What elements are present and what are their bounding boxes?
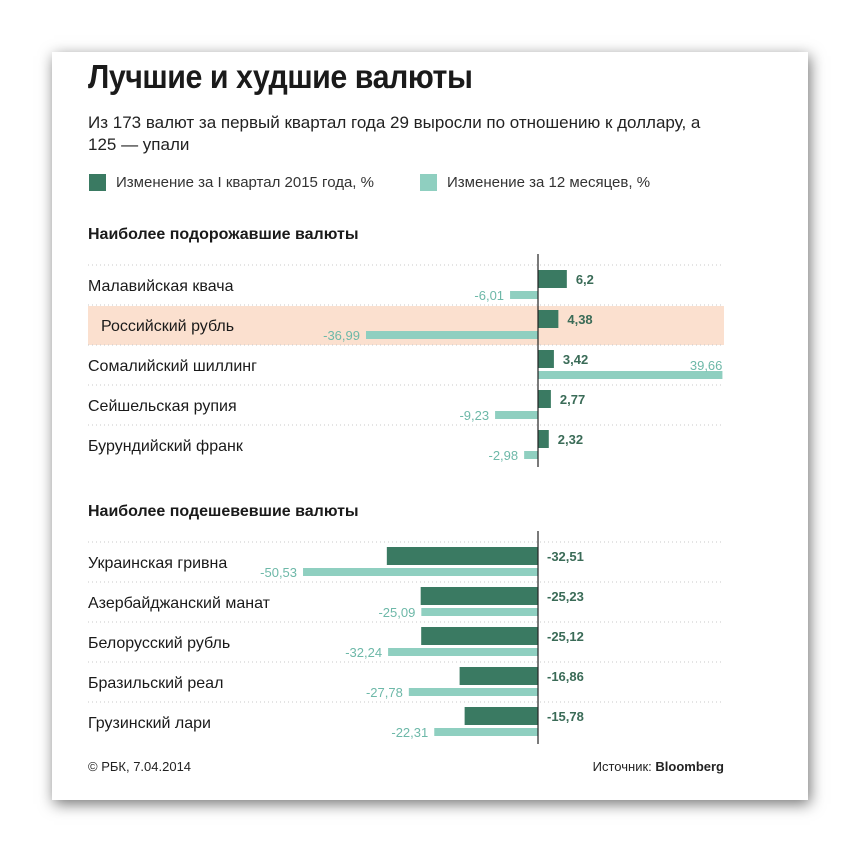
value-label-12m: -2,98 xyxy=(489,448,519,463)
copyright-note: © РБК, 7.04.2014 xyxy=(88,759,192,774)
value-label-12m: -6,01 xyxy=(474,288,504,303)
bar-q1 xyxy=(386,547,538,565)
value-label-12m: -9,23 xyxy=(459,408,489,423)
currency-label: Грузинский лари xyxy=(88,715,211,732)
bar-12m xyxy=(538,371,723,379)
legend-swatch-q1 xyxy=(89,173,106,191)
value-label-12m: -22,31 xyxy=(391,725,428,740)
value-label-12m: -27,78 xyxy=(366,685,403,700)
value-label-q1: -16,86 xyxy=(547,669,584,684)
group-title: Наиболее подорожавшие валюты xyxy=(88,226,358,243)
value-label-q1: 6,2 xyxy=(576,272,594,287)
currency-label: Белорусский рубль xyxy=(88,635,230,652)
group-title: Наиболее подешевевшие валюты xyxy=(88,503,359,520)
bar-q1 xyxy=(464,707,538,725)
bar-12m xyxy=(495,411,538,419)
currency-label: Сомалийский шиллинг xyxy=(88,358,257,375)
currency-label: Малавийская квача xyxy=(88,278,234,295)
currency-label: Бурундийский франк xyxy=(88,438,244,455)
value-label-12m: 39,66 xyxy=(690,358,723,373)
source-label: Источник: xyxy=(592,759,656,774)
bar-12m xyxy=(510,291,538,299)
bar-q1 xyxy=(538,310,559,328)
bar-12m xyxy=(303,568,538,576)
value-label-q1: 3,42 xyxy=(563,352,588,367)
value-label-q1: -25,12 xyxy=(547,629,584,644)
chart-subtitle: Из 173 валют за первый квартал года 29 в… xyxy=(88,113,701,154)
currency-label: Украинская гривна xyxy=(88,555,227,572)
bar-12m xyxy=(408,688,538,696)
bar-q1 xyxy=(538,350,554,368)
bar-q1 xyxy=(538,430,549,448)
legend-item-12m: Изменение за 12 месяцев, % xyxy=(420,173,650,191)
value-label-q1: -25,23 xyxy=(547,589,584,604)
bar-q1 xyxy=(420,587,538,605)
value-label-q1: 4,38 xyxy=(567,312,592,327)
chart-title: Лучшие и худшие валюты xyxy=(88,58,473,95)
bar-q1 xyxy=(538,390,551,408)
legend-label-12m: Изменение за 12 месяцев, % xyxy=(447,173,651,191)
value-label-q1: 2,77 xyxy=(560,392,585,407)
value-label-12m: -50,53 xyxy=(260,565,297,580)
currency-label: Азербайджанский манат xyxy=(88,595,271,612)
bar-q1 xyxy=(459,667,538,685)
source-name: Bloomberg xyxy=(655,759,724,774)
currency-label: Сейшельская рупия xyxy=(88,398,237,415)
legend-label-q1: Изменение за I квартал 2015 года, % xyxy=(116,173,374,191)
currency-label: Бразильский реал xyxy=(88,675,223,692)
value-label-q1: -15,78 xyxy=(547,709,584,724)
bar-12m xyxy=(524,451,538,459)
bar-q1 xyxy=(538,270,567,288)
value-label-q1: -32,51 xyxy=(547,549,584,564)
bar-12m xyxy=(365,331,538,339)
value-label-12m: -36,99 xyxy=(323,328,360,343)
value-label-q1: 2,32 xyxy=(558,432,583,447)
value-label-12m: -25,09 xyxy=(378,605,415,620)
value-label-12m: -32,24 xyxy=(345,645,382,660)
legend-swatch-12m xyxy=(420,173,437,191)
currency-label: Российский рубль xyxy=(101,318,234,335)
bar-12m xyxy=(421,608,538,616)
bar-q1 xyxy=(421,627,538,645)
legend-item-q1: Изменение за I квартал 2015 года, % xyxy=(89,173,374,191)
bar-12m xyxy=(388,648,538,656)
source-note: Источник: Bloomberg xyxy=(593,759,724,774)
bar-12m xyxy=(434,728,538,736)
